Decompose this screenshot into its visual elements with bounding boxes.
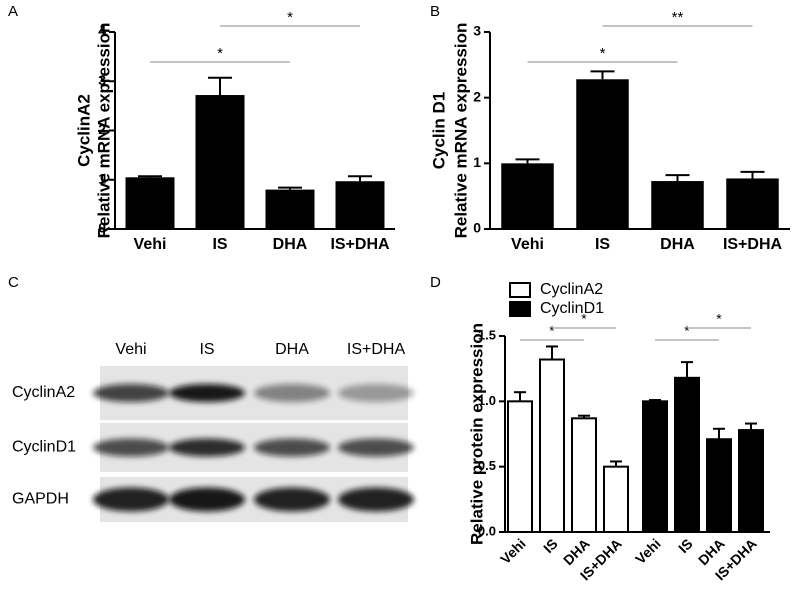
bar — [195, 95, 245, 229]
row-label: CyclinA2 — [12, 384, 75, 401]
y-tick-label: 1 — [98, 170, 106, 186]
bar — [738, 429, 764, 533]
significance-label: ** — [672, 9, 684, 26]
blot-band — [169, 487, 245, 512]
bar — [651, 181, 704, 229]
y-axis-title: Relative mRNA expression — [451, 23, 470, 239]
legend-label: CyclinA2 — [540, 281, 603, 298]
row-label: GAPDH — [12, 491, 69, 508]
blot-band — [93, 487, 169, 512]
bar — [603, 465, 629, 533]
y-tick-label: 0 — [473, 220, 481, 236]
y-axis-title: Relative mRNA expression — [94, 23, 113, 239]
x-tick-label: IS — [595, 236, 610, 253]
bar — [706, 438, 732, 533]
blot-band — [338, 487, 414, 512]
blot-band — [93, 384, 169, 402]
bar — [501, 163, 554, 229]
lane-label: Vehi — [115, 341, 146, 358]
row-label: CyclinD1 — [12, 439, 76, 456]
panel-label: A — [8, 3, 18, 20]
bar — [674, 376, 700, 533]
blot-band — [254, 487, 330, 512]
x-tick-label: Vehi — [632, 535, 664, 567]
y-axis-title: CyclinA2 — [74, 94, 93, 167]
x-tick-label: Vehi — [497, 535, 529, 567]
bar — [571, 417, 597, 534]
significance-label: * — [684, 323, 690, 339]
significance-label: * — [600, 45, 606, 62]
bar — [539, 358, 565, 533]
y-tick-label: 3 — [98, 72, 106, 88]
blot-band — [169, 438, 245, 457]
x-tick-label: Vehi — [511, 236, 544, 253]
legend-swatch — [509, 301, 531, 317]
legend-swatch — [509, 282, 531, 298]
x-tick-label: IS — [540, 535, 561, 556]
x-tick-label: DHA — [273, 236, 308, 253]
bar — [642, 400, 668, 534]
y-tick-label: 1.5 — [478, 327, 496, 342]
x-tick-label: Vehi — [134, 236, 167, 253]
blot-band — [93, 438, 169, 457]
panel-label: C — [8, 274, 19, 291]
blot-band — [254, 384, 330, 402]
blot-band — [254, 438, 330, 457]
blot-band — [338, 384, 414, 402]
significance-label: * — [716, 311, 722, 327]
significance-label: * — [217, 45, 223, 62]
y-axis-title: Relative protein expression — [467, 323, 486, 545]
lane-label: DHA — [275, 341, 309, 358]
y-axis-title: Cyclin D1 — [429, 92, 448, 169]
panel-label: D — [430, 274, 441, 291]
y-tick-label: 2 — [473, 88, 481, 104]
blot-band — [169, 384, 245, 402]
x-tick-label: IS+DHA — [723, 236, 783, 253]
significance-label: * — [581, 311, 587, 327]
legend-label: CyclinD1 — [540, 300, 604, 317]
lane-label: IS+DHA — [347, 341, 406, 358]
bar — [726, 178, 779, 229]
blot-band — [338, 438, 414, 457]
y-tick-label: 0 — [98, 220, 106, 236]
bar — [507, 400, 533, 534]
x-tick-label: IS — [212, 236, 227, 253]
y-tick-label: 0.0 — [478, 523, 496, 538]
x-tick-label: IS+DHA — [330, 236, 390, 253]
y-tick-label: 1.0 — [478, 393, 496, 408]
bar — [265, 189, 315, 229]
significance-label: * — [287, 9, 293, 26]
x-tick-label: IS — [675, 535, 696, 556]
x-tick-label: DHA — [660, 236, 695, 253]
bar — [335, 181, 385, 229]
bar — [125, 177, 175, 229]
bar — [576, 79, 629, 229]
significance-label: * — [549, 323, 555, 339]
y-tick-label: 0.5 — [478, 458, 496, 473]
y-tick-label: 3 — [473, 23, 481, 39]
panel-label: B — [430, 3, 440, 20]
y-tick-label: 1 — [473, 154, 481, 170]
lane-label: IS — [199, 341, 214, 358]
y-tick-label: 2 — [98, 121, 106, 137]
y-tick-label: 4 — [98, 23, 106, 39]
